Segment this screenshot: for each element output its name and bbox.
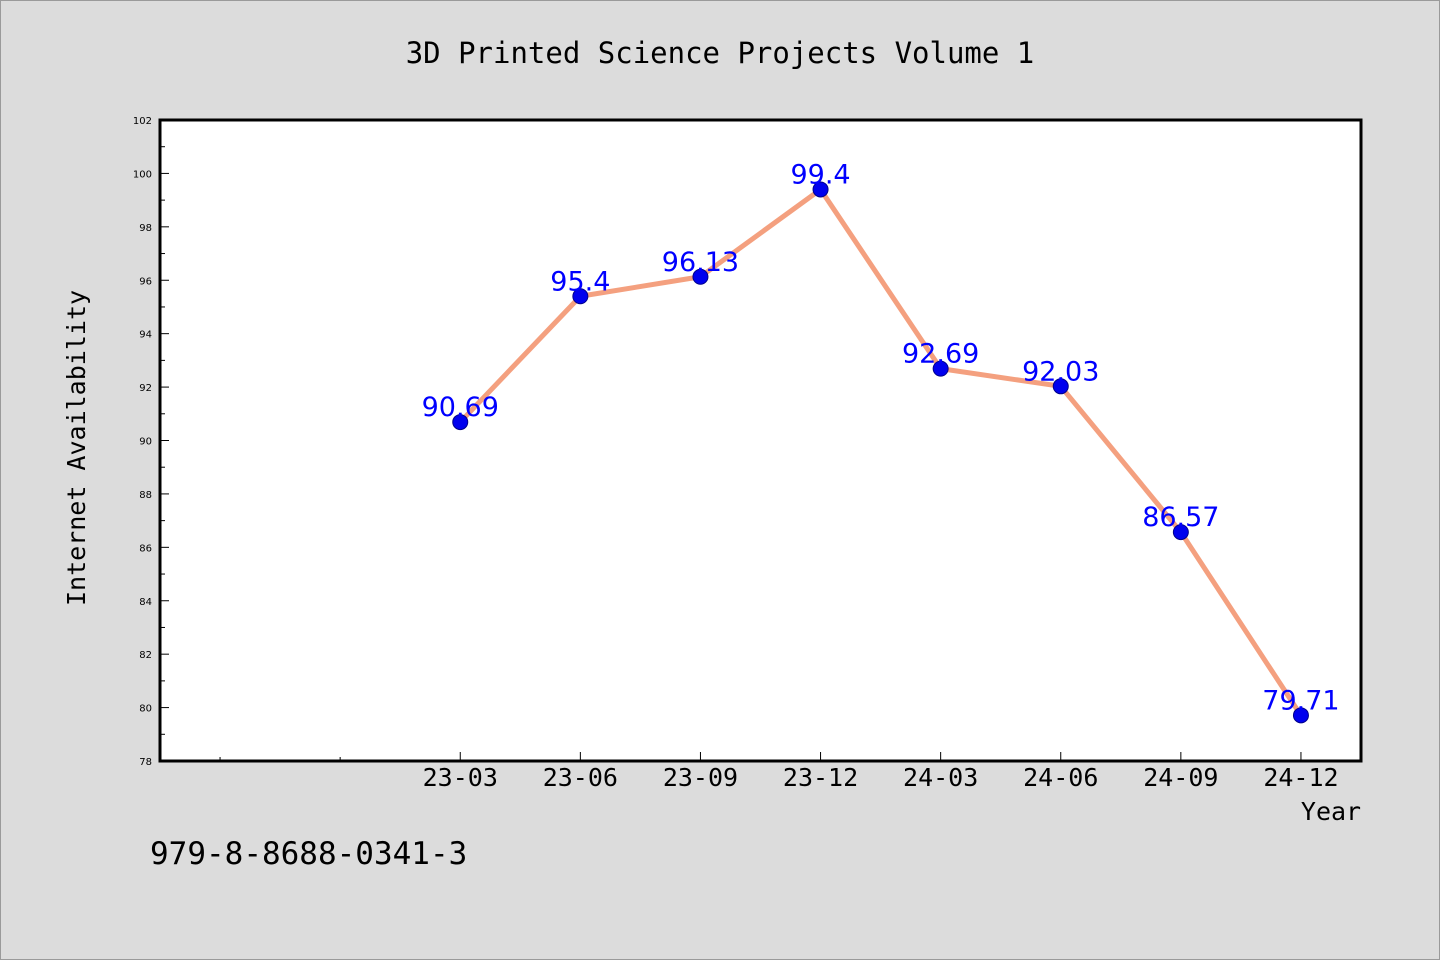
y-tick-label: 102 (133, 116, 152, 127)
x-tick-label: 24-06 (1023, 763, 1098, 792)
y-tick-label: 92 (139, 383, 152, 394)
y-tick-label: 90 (139, 437, 152, 448)
chart-title: 3D Printed Science Projects Volume 1 (406, 36, 1035, 70)
y-axis-ticks: 78 80 82 84 86 88 90 92 94 96 98 100 102 (133, 116, 169, 768)
y-tick-label: 82 (139, 650, 152, 661)
series-line (458, 186, 1304, 717)
data-label: 99.4 (790, 159, 850, 190)
plot-border (158, 118, 1363, 763)
y-tick-label: 78 (139, 757, 152, 768)
x-tick-label: 24-12 (1263, 763, 1338, 792)
data-label: 90.69 (422, 392, 499, 423)
data-label: 92.69 (902, 339, 979, 370)
data-labels: 90.69 95.4 96.13 99.4 92.69 92.03 86.57 79.71 (422, 159, 1340, 716)
plot-area (160, 120, 1361, 761)
y-tick-label: 80 (139, 704, 152, 715)
y-tick-label: 94 (139, 330, 152, 341)
data-point (1052, 378, 1069, 395)
isbn-footnote: 979-8-8688-0341-3 (150, 836, 467, 872)
x-tick-label: 23-06 (543, 763, 618, 792)
data-point (932, 360, 949, 377)
data-label: 96.13 (662, 247, 739, 278)
data-label: 79.71 (1262, 685, 1339, 716)
x-tick-label: 24-03 (903, 763, 978, 792)
x-tick-label: 23-03 (423, 763, 498, 792)
data-markers (452, 181, 1309, 724)
y-tick-label: 96 (139, 276, 152, 287)
data-point (1292, 707, 1309, 724)
data-label: 86.57 (1142, 502, 1219, 533)
data-point (692, 268, 709, 285)
data-label: 95.4 (550, 266, 610, 297)
data-label: 92.03 (1022, 356, 1099, 387)
data-point (1172, 524, 1189, 541)
y-tick-label: 88 (139, 490, 152, 501)
data-point (572, 288, 589, 305)
x-tick-label: 23-12 (783, 763, 858, 792)
y-tick-label: 100 (133, 169, 152, 180)
x-axis-ticks: 23-03 23-06 23-09 23-12 24-03 24-06 24-09 24-12 (219, 752, 1339, 792)
data-point (452, 414, 469, 431)
data-point (812, 181, 829, 198)
x-tick-label: 24-09 (1143, 763, 1218, 792)
y-tick-label: 84 (139, 597, 152, 608)
x-axis-title: Year (1301, 797, 1361, 826)
y-tick-label: 98 (139, 223, 152, 234)
y-tick-label: 86 (139, 543, 152, 554)
x-tick-label: 23-09 (663, 763, 738, 792)
y-axis-title: Internet Availability (62, 290, 91, 606)
